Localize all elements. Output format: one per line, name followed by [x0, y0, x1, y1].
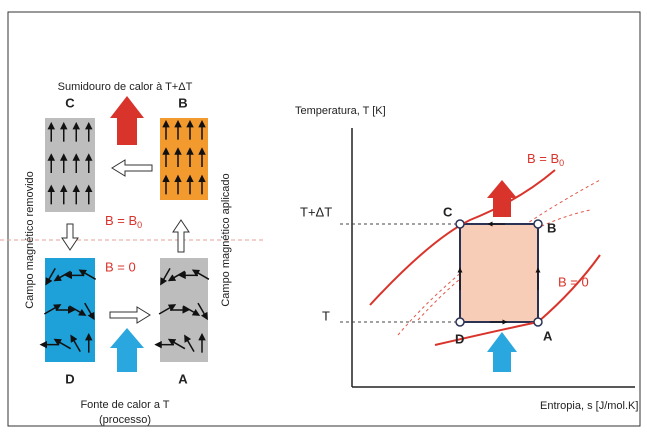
y-axis-label: Temperatura, T [K] — [295, 105, 386, 117]
label-d: D — [455, 331, 464, 346]
label-a: A — [543, 328, 553, 343]
label-b: B — [547, 220, 556, 235]
t-low: T — [322, 308, 330, 323]
corner-c — [456, 220, 464, 228]
corner-d — [456, 318, 464, 326]
heat-out-arrow — [110, 96, 144, 145]
field-on-label: B = B0 — [105, 213, 142, 230]
corner-b — [534, 220, 542, 228]
field-on-main: B = B — [527, 151, 559, 166]
cycle — [460, 224, 538, 322]
corner-a — [534, 318, 542, 326]
x-axis-label: Entropia, s [J/mol.K] — [540, 400, 638, 412]
field-on-label: B = B0 — [527, 151, 564, 168]
heat-in-arrow — [110, 328, 144, 372]
t-high: T+ΔT — [300, 204, 332, 219]
field-off-label: B = 0 — [558, 274, 589, 289]
field-on-sub: 0 — [559, 158, 564, 168]
heat-in-arrow — [487, 332, 517, 372]
box-c — [45, 118, 95, 212]
source-label: Fonte de calor a T — [80, 399, 169, 411]
label-c: C — [65, 95, 75, 110]
field-on-sub: 0 — [137, 220, 142, 230]
label-a: A — [178, 371, 188, 386]
field-off-label: B = 0 — [105, 259, 136, 274]
label-c: C — [443, 204, 453, 219]
arrow-c-d — [62, 224, 78, 250]
diagram: Sumidouro de calor à T+ΔT C B B = B0 B =… — [0, 0, 647, 432]
removed-label: Campo magnético removido — [24, 171, 36, 309]
arrow-d-a — [110, 307, 150, 323]
label-b: B — [178, 95, 187, 110]
label-d: D — [65, 371, 74, 386]
arrow-a-b — [173, 220, 189, 252]
source-note: (processo) — [99, 414, 151, 426]
field-on-main: B = B — [105, 213, 137, 228]
box-b — [160, 118, 208, 200]
sink-label: Sumidouro de calor à T+ΔT — [58, 81, 193, 93]
arrow-b-c — [112, 160, 152, 176]
applied-label: Campo magnético aplicado — [220, 173, 232, 306]
